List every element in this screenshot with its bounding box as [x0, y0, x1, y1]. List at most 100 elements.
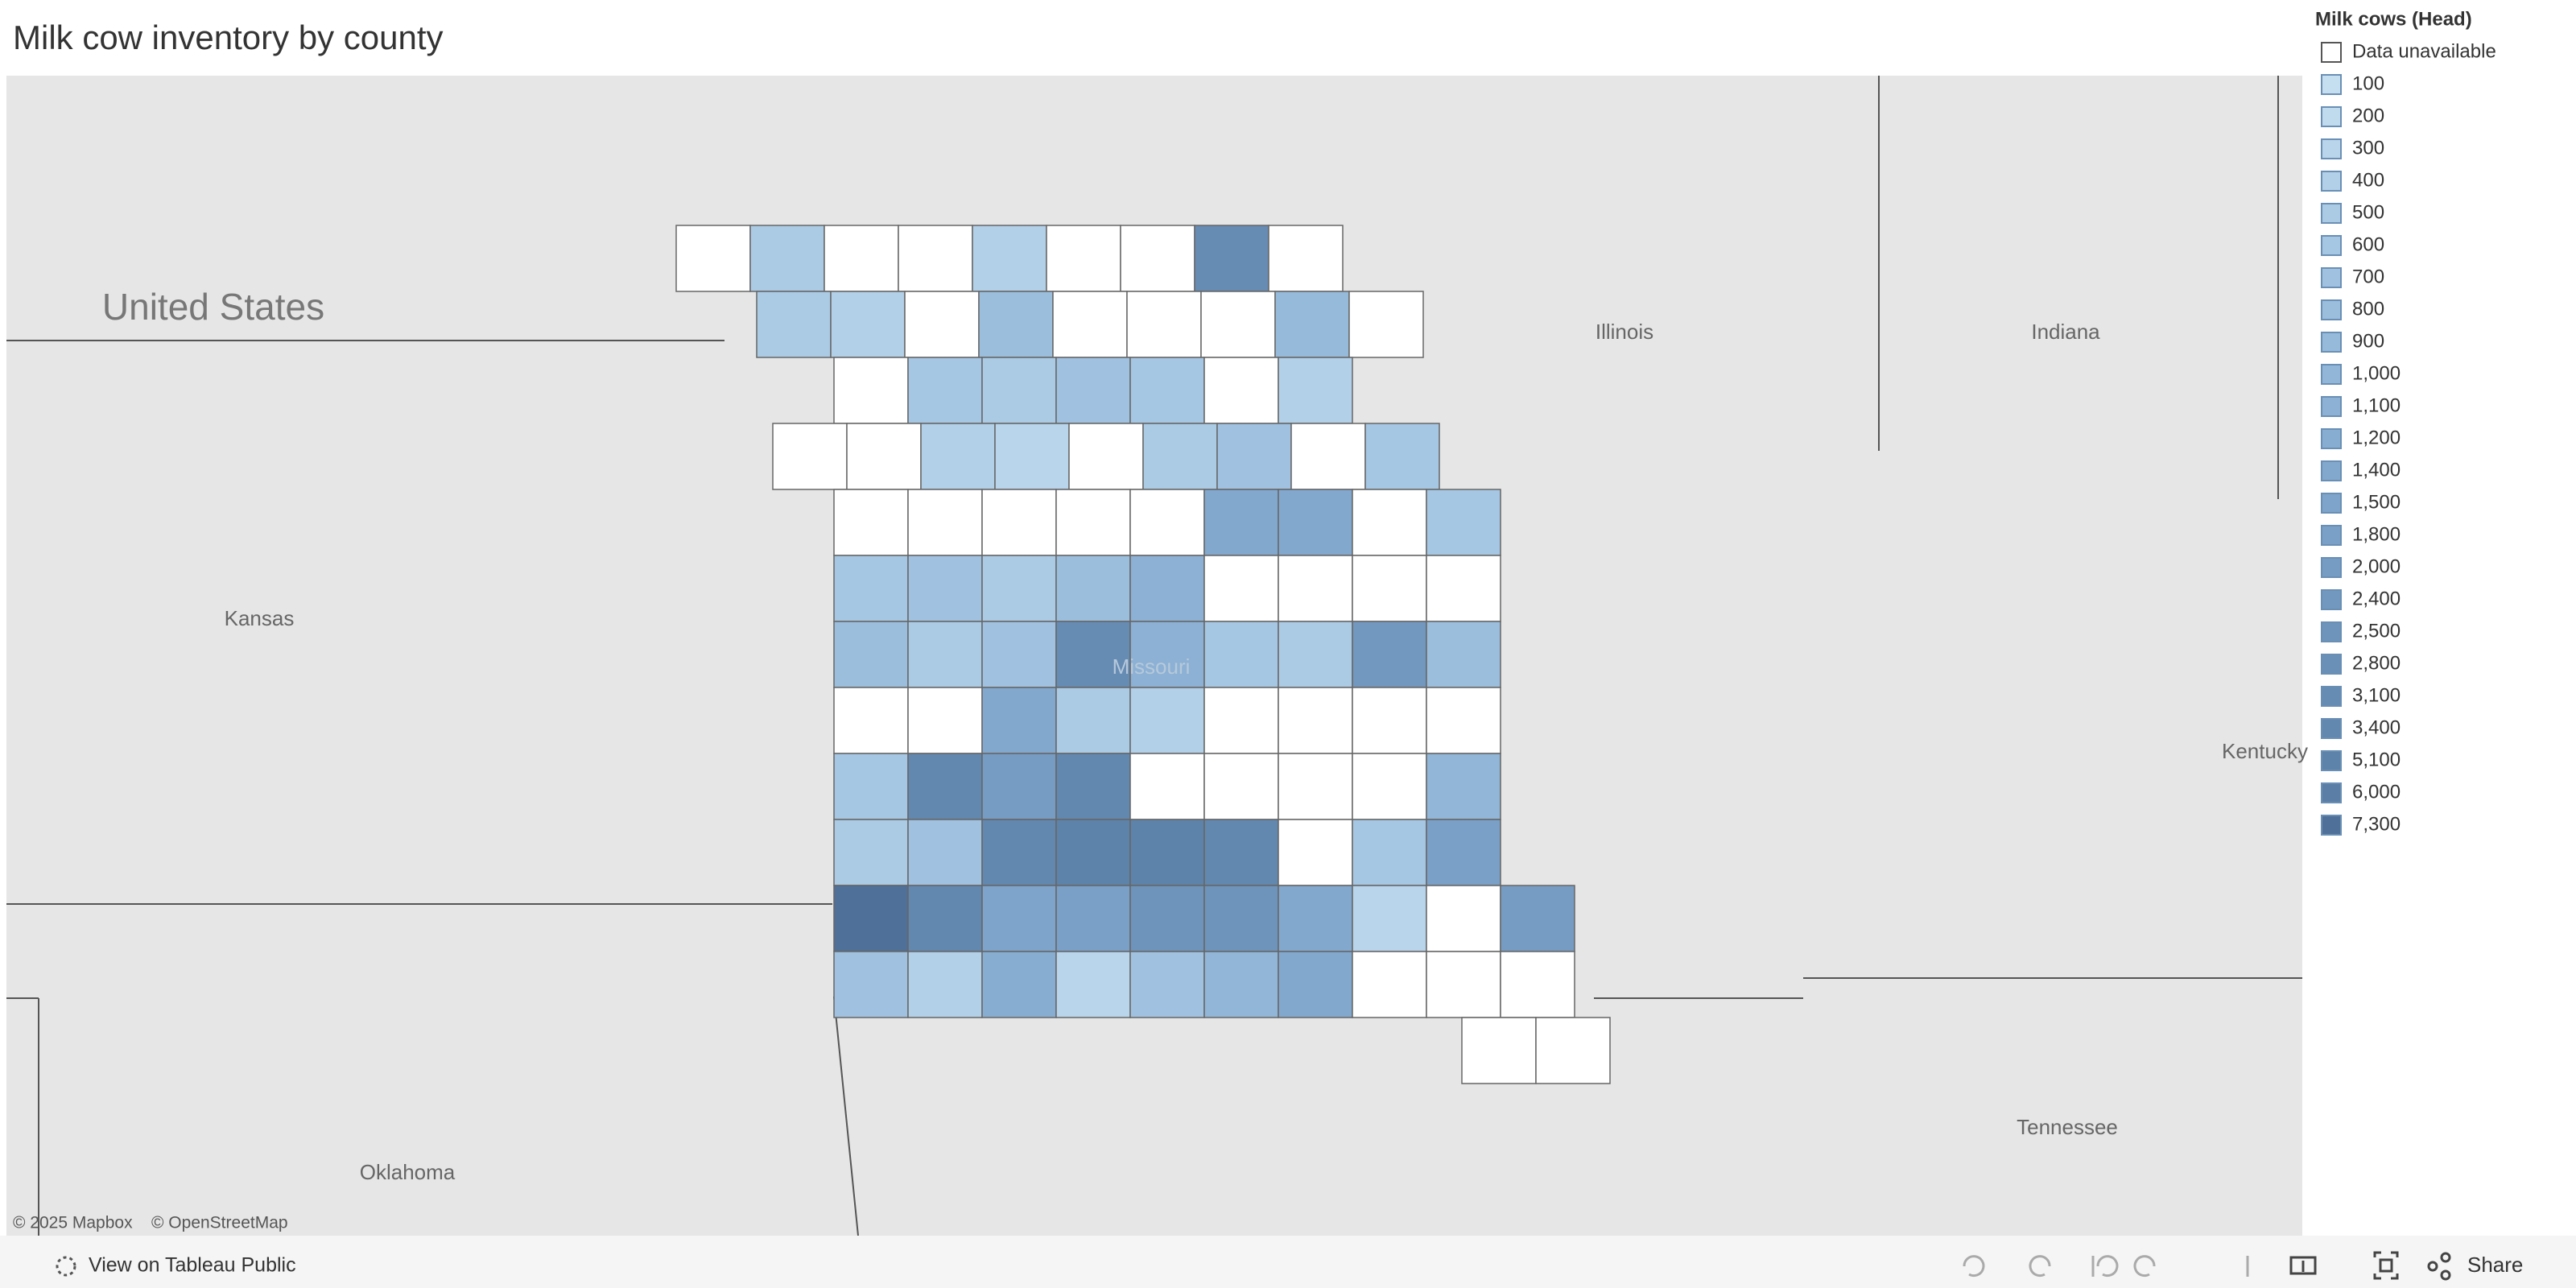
county[interactable] [1352, 489, 1427, 556]
county[interactable] [830, 291, 906, 358]
county[interactable] [1203, 951, 1279, 1018]
county[interactable] [907, 555, 983, 622]
county[interactable] [1203, 621, 1279, 688]
fullscreen-icon[interactable] [2373, 1251, 2399, 1280]
county[interactable] [978, 291, 1054, 358]
county[interactable] [1348, 291, 1424, 358]
county[interactable] [907, 357, 983, 424]
county[interactable] [981, 555, 1057, 622]
county[interactable] [1364, 423, 1440, 490]
county[interactable] [981, 489, 1057, 556]
county[interactable] [898, 225, 973, 292]
county[interactable] [1426, 489, 1501, 556]
county[interactable] [1426, 885, 1501, 952]
county[interactable] [1055, 621, 1131, 688]
county[interactable] [1278, 753, 1353, 820]
county[interactable] [1055, 489, 1131, 556]
county[interactable] [1129, 819, 1205, 886]
county[interactable] [1055, 951, 1131, 1018]
county[interactable] [1142, 423, 1218, 490]
county[interactable] [833, 357, 909, 424]
county[interactable] [1278, 357, 1353, 424]
county[interactable] [1126, 291, 1202, 358]
county[interactable] [981, 819, 1057, 886]
county[interactable] [675, 225, 751, 292]
county[interactable] [1203, 819, 1279, 886]
county[interactable] [1194, 225, 1269, 292]
county[interactable] [1129, 357, 1205, 424]
county[interactable] [1055, 357, 1131, 424]
county[interactable] [981, 357, 1057, 424]
county[interactable] [1274, 291, 1350, 358]
county[interactable] [1461, 1017, 1537, 1084]
county[interactable] [907, 489, 983, 556]
county[interactable] [904, 291, 980, 358]
county[interactable] [1200, 291, 1276, 358]
refresh-icon[interactable] [2133, 1255, 2156, 1278]
county[interactable] [1500, 885, 1575, 952]
share-icon[interactable] [2427, 1261, 2438, 1272]
county[interactable] [907, 951, 983, 1018]
county[interactable] [1216, 423, 1292, 490]
county[interactable] [846, 423, 922, 490]
county[interactable] [1352, 819, 1427, 886]
county[interactable] [1535, 1017, 1611, 1084]
county[interactable] [833, 621, 909, 688]
county[interactable] [1278, 489, 1353, 556]
county[interactable] [824, 225, 899, 292]
county[interactable] [981, 885, 1057, 952]
county[interactable] [1046, 225, 1121, 292]
county[interactable] [1203, 687, 1279, 754]
county[interactable] [833, 885, 909, 952]
county[interactable] [1278, 621, 1353, 688]
county[interactable] [1426, 687, 1501, 754]
county[interactable] [1278, 951, 1353, 1018]
view-link[interactable]: View on Tableau Public [89, 1254, 296, 1277]
county[interactable] [907, 885, 983, 952]
county[interactable] [1426, 951, 1501, 1018]
county[interactable] [1352, 951, 1427, 1018]
county[interactable] [1352, 555, 1427, 622]
county[interactable] [981, 621, 1057, 688]
revert-icon[interactable] [2091, 1255, 2119, 1278]
county[interactable] [1055, 753, 1131, 820]
county[interactable] [1129, 951, 1205, 1018]
county[interactable] [833, 687, 909, 754]
county[interactable] [1129, 753, 1205, 820]
county[interactable] [833, 819, 909, 886]
download-icon[interactable] [2289, 1256, 2317, 1275]
county[interactable] [1352, 687, 1427, 754]
share-button[interactable]: Share [2467, 1253, 2523, 1277]
county[interactable] [981, 753, 1057, 820]
county[interactable] [1268, 225, 1344, 292]
county[interactable] [833, 555, 909, 622]
county[interactable] [1055, 819, 1131, 886]
county[interactable] [833, 489, 909, 556]
county[interactable] [920, 423, 996, 490]
county[interactable] [1129, 885, 1205, 952]
county[interactable] [1055, 687, 1131, 754]
county[interactable] [1500, 951, 1575, 1018]
county[interactable] [1055, 555, 1131, 622]
view-on-tableau[interactable]: View on Tableau Public [56, 1254, 296, 1277]
redo-icon[interactable] [2029, 1255, 2051, 1278]
county[interactable] [1129, 621, 1205, 688]
county[interactable] [1352, 621, 1427, 688]
county[interactable] [1278, 819, 1353, 886]
county[interactable] [1278, 555, 1353, 622]
county[interactable] [1278, 885, 1353, 952]
county[interactable] [994, 423, 1070, 490]
county[interactable] [1203, 357, 1279, 424]
county[interactable] [1203, 753, 1279, 820]
county[interactable] [1352, 753, 1427, 820]
county[interactable] [981, 951, 1057, 1018]
county[interactable] [1052, 291, 1128, 358]
county[interactable] [1203, 885, 1279, 952]
county[interactable] [1426, 555, 1501, 622]
undo-icon[interactable] [1963, 1255, 1985, 1278]
county[interactable] [1278, 687, 1353, 754]
county[interactable] [972, 225, 1047, 292]
county[interactable] [907, 687, 983, 754]
county[interactable] [1426, 621, 1501, 688]
county[interactable] [907, 819, 983, 886]
